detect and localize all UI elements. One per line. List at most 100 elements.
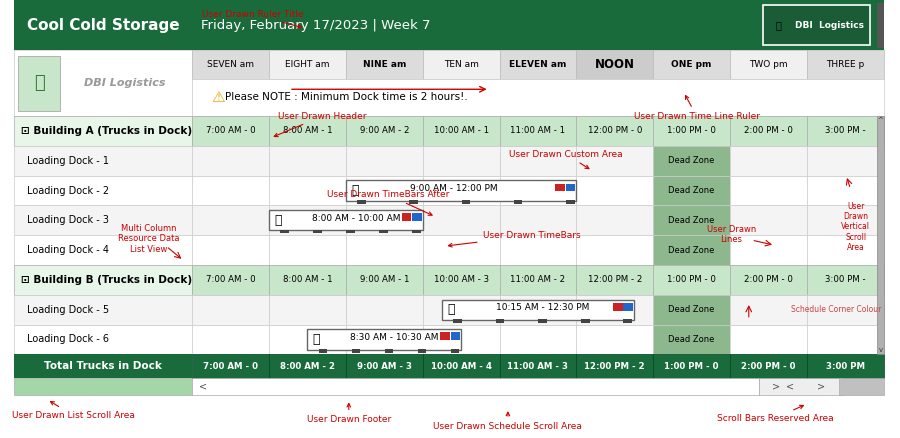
Bar: [193, 146, 269, 176]
Bar: [440, 332, 450, 340]
Bar: [423, 354, 500, 378]
Text: ⊡ Building A (Trucks in Dock): ⊡ Building A (Trucks in Dock): [21, 126, 192, 136]
Bar: [500, 116, 576, 146]
Bar: [319, 349, 328, 353]
Bar: [762, 5, 869, 46]
Text: 🚛: 🚛: [312, 333, 320, 346]
Text: TEN am: TEN am: [444, 60, 479, 69]
Bar: [806, 116, 884, 146]
Bar: [269, 205, 346, 235]
Bar: [500, 176, 576, 205]
Text: Please NOTE : Minimum Dock time is 2 hours!.: Please NOTE : Minimum Dock time is 2 hou…: [225, 92, 468, 102]
Text: 9:00 AM - 2: 9:00 AM - 2: [359, 127, 409, 135]
Bar: [653, 235, 730, 265]
Bar: [14, 146, 193, 176]
Text: 9:00 AM - 12:00 PM: 9:00 AM - 12:00 PM: [410, 184, 498, 193]
Text: ⊡ Building B (Trucks in Dock): ⊡ Building B (Trucks in Dock): [21, 275, 192, 285]
Bar: [346, 325, 423, 354]
Bar: [451, 349, 459, 353]
Text: 2:00 PM - 0: 2:00 PM - 0: [744, 127, 793, 135]
Text: 8:30 AM - 10:30 AM: 8:30 AM - 10:30 AM: [350, 333, 439, 342]
Text: User Drawn List Scroll Area: User Drawn List Scroll Area: [12, 402, 135, 420]
Text: Loading Dock - 2: Loading Dock - 2: [27, 186, 109, 195]
Bar: [269, 116, 346, 146]
Bar: [193, 116, 269, 146]
Text: Loading Dock - 5: Loading Dock - 5: [27, 305, 109, 314]
Text: 11:00 AM - 1: 11:00 AM - 1: [510, 127, 565, 135]
Bar: [454, 319, 462, 323]
Bar: [806, 265, 884, 295]
Text: 9:00 AM - 3: 9:00 AM - 3: [356, 362, 412, 371]
Bar: [193, 176, 269, 205]
Bar: [442, 300, 634, 320]
Text: Cool Cold Storage: Cool Cold Storage: [27, 18, 179, 33]
Bar: [269, 50, 346, 79]
Text: 2:00 PM - 0: 2:00 PM - 0: [741, 362, 796, 371]
Text: Total Trucks in Dock: Total Trucks in Dock: [44, 361, 162, 371]
Bar: [878, 3, 884, 48]
Text: Dead Zone: Dead Zone: [669, 216, 715, 225]
Bar: [653, 116, 730, 146]
Text: 9:00 AM - 1: 9:00 AM - 1: [359, 276, 409, 284]
Text: NINE am: NINE am: [363, 60, 406, 69]
Bar: [730, 176, 806, 205]
Text: 8:00 AM - 1: 8:00 AM - 1: [283, 276, 332, 284]
Bar: [576, 235, 653, 265]
Bar: [500, 146, 576, 176]
Bar: [423, 50, 500, 79]
Bar: [269, 295, 346, 325]
Text: 8:00 AM - 2: 8:00 AM - 2: [280, 362, 335, 371]
Text: TWO pm: TWO pm: [749, 60, 788, 69]
Bar: [423, 205, 500, 235]
Bar: [500, 265, 576, 295]
Text: 3:00 PM: 3:00 PM: [825, 362, 865, 371]
Bar: [576, 325, 653, 354]
Bar: [384, 349, 393, 353]
Text: User Drawn Footer: User Drawn Footer: [307, 403, 391, 424]
Bar: [346, 235, 423, 265]
Text: ELEVEN am: ELEVEN am: [509, 60, 567, 69]
Text: 10:00 AM - 4: 10:00 AM - 4: [430, 362, 491, 371]
Text: <: <: [787, 382, 795, 392]
Text: User Drawn
Lines: User Drawn Lines: [706, 225, 756, 244]
Bar: [759, 378, 842, 395]
Text: 🚛: 🚛: [776, 20, 781, 30]
Bar: [514, 200, 522, 204]
Bar: [806, 354, 884, 378]
Text: 7:00 AM - 0: 7:00 AM - 0: [203, 362, 258, 371]
Bar: [193, 325, 269, 354]
Bar: [423, 116, 500, 146]
Bar: [14, 205, 193, 235]
Text: 🚛: 🚛: [274, 214, 282, 227]
Text: >: >: [817, 382, 825, 392]
Text: 12:00 PM - 2: 12:00 PM - 2: [584, 362, 645, 371]
Text: Dead Zone: Dead Zone: [669, 156, 715, 165]
Bar: [193, 79, 884, 116]
Bar: [423, 295, 500, 325]
Bar: [346, 116, 423, 146]
Text: Dead Zone: Dead Zone: [669, 305, 715, 314]
Text: ONE pm: ONE pm: [671, 60, 712, 69]
Text: User Drawn TimeBars: User Drawn TimeBars: [448, 231, 580, 247]
Bar: [193, 235, 269, 265]
Text: 1:00 PM - 0: 1:00 PM - 0: [664, 362, 719, 371]
Bar: [352, 349, 361, 353]
Bar: [193, 0, 884, 50]
Bar: [500, 295, 576, 325]
Bar: [281, 230, 289, 233]
Bar: [730, 235, 806, 265]
Bar: [357, 200, 366, 204]
Bar: [193, 50, 269, 79]
Bar: [730, 265, 806, 295]
Bar: [346, 205, 423, 235]
Bar: [500, 325, 576, 354]
Bar: [538, 319, 547, 323]
Bar: [806, 325, 884, 354]
Bar: [423, 146, 500, 176]
Text: User Drawn Time Line Ruler: User Drawn Time Line Ruler: [634, 95, 760, 120]
Bar: [576, 176, 653, 205]
Bar: [193, 265, 269, 295]
Bar: [576, 265, 653, 295]
Text: 10:00 AM - 3: 10:00 AM - 3: [434, 276, 489, 284]
Text: EIGHT am: EIGHT am: [285, 60, 329, 69]
